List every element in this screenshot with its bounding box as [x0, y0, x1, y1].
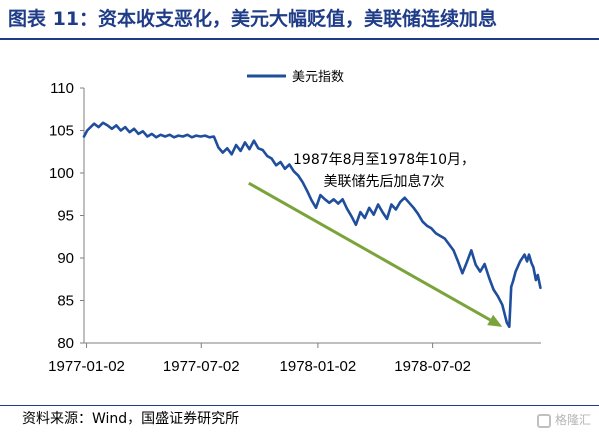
y-tick-label: 105 [49, 123, 74, 140]
line-chart: 80 85 90 95 100 105 110 1977-01-02 1977-07-02 197… [48, 70, 542, 375]
x-tick-label: 1978-07-02 [394, 358, 471, 375]
source-note: 资料来源：Wind，国盛证券研究所 [22, 411, 240, 427]
annotation-text: 1987年8月至1978年10月， [293, 152, 475, 168]
annotation-text: 美联储先后加息7次 [324, 173, 445, 190]
x-tick-label: 1978-01-02 [280, 358, 357, 375]
title-rule [0, 38, 599, 40]
y-tick-label: 110 [50, 80, 74, 97]
y-tick-label: 100 [49, 165, 74, 182]
trend-arrow-line [248, 181, 491, 322]
y-tick-label: 95 [57, 208, 74, 225]
x-tick-label: 1977-01-02 [48, 358, 125, 375]
watermark-text: 格隆汇 [554, 413, 591, 427]
y-tick-label: 85 [57, 293, 74, 310]
watermark-logo-icon [536, 413, 551, 428]
trend-arrow-head [487, 314, 503, 327]
figure-title: 图表 11：资本收支恶化，美元大幅贬值，美联储连续加息 [8, 8, 498, 30]
legend-label: 美元指数 [292, 70, 344, 85]
y-tick-label: 80 [57, 335, 74, 352]
x-tick-label: 1977-07-02 [163, 358, 240, 375]
y-tick-label: 90 [57, 250, 74, 267]
series-line-usd-index [82, 121, 542, 329]
source-rule [0, 405, 599, 406]
watermark: 格隆汇 [536, 409, 591, 431]
